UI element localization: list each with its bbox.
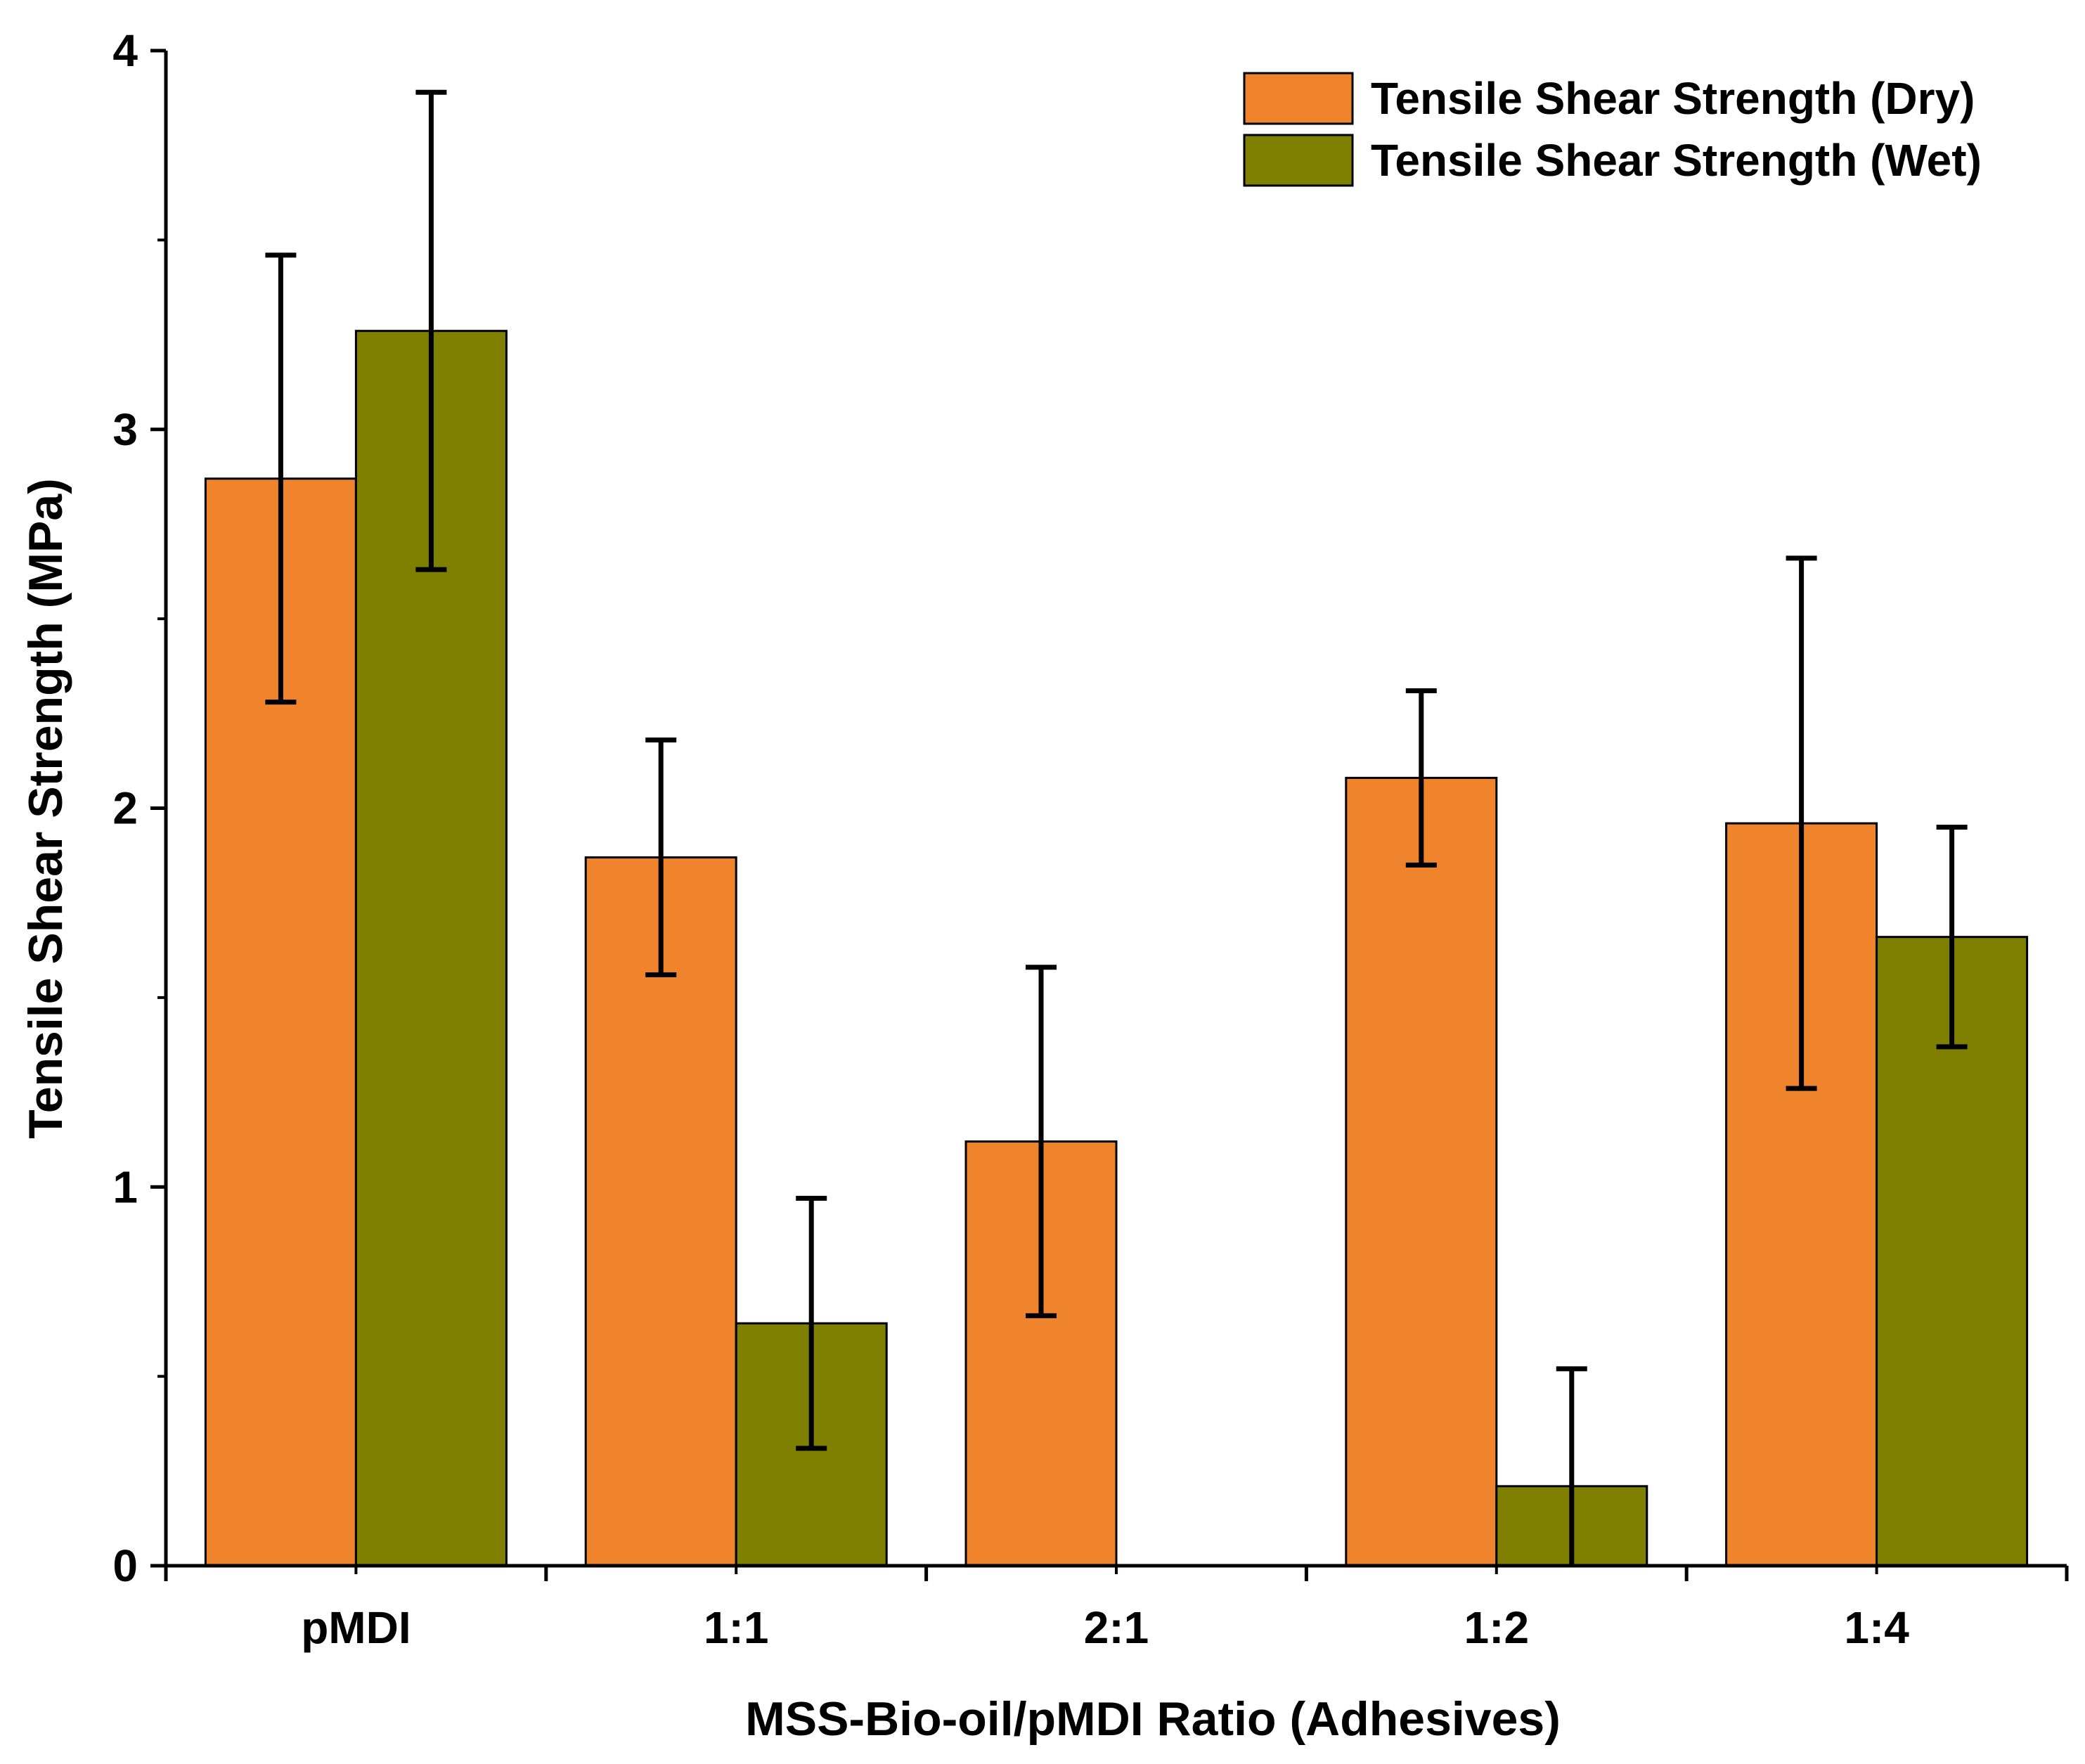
x-tick-label: pMDI: [301, 1602, 411, 1653]
x-tick-label: 1:1: [704, 1602, 769, 1653]
bar-dry-1:2: [1345, 776, 1498, 1567]
x-axis-title: MSS-Bio-oil/pMDI Ratio (Adhesives): [745, 1692, 1561, 1746]
error-bar-dry-1:2: [1405, 688, 1437, 868]
y-tick-label: 1: [112, 1161, 138, 1212]
x-tick-label: 1:2: [1464, 1602, 1530, 1653]
y-tick-label: 0: [112, 1540, 138, 1591]
error-bar-dry-2:1: [1026, 965, 1057, 1318]
legend-swatch-wet: [1243, 134, 1354, 187]
y-axis-title: Tensile Shear Strength (MPa): [19, 478, 72, 1139]
x-tick-label: 2:1: [1084, 1602, 1149, 1653]
error-bar-wet-pMDI: [415, 89, 447, 572]
y-tick-label: 4: [112, 25, 138, 76]
legend: Tensile Shear Strength (Dry) Tensile She…: [1243, 72, 1982, 187]
error-bar-wet-1:1: [796, 1195, 827, 1451]
error-bar-wet-1:2: [1556, 1366, 1587, 1566]
error-bar-dry-1:1: [645, 738, 677, 978]
error-bar-wet-1:4: [1936, 824, 1968, 1050]
error-bar-dry-pMDI: [265, 252, 297, 705]
error-bars-layer: [265, 89, 1968, 1566]
legend-label-dry: Tensile Shear Strength (Dry): [1371, 73, 1975, 124]
y-tick-label: 2: [112, 783, 138, 834]
y-tick-label: 3: [112, 404, 138, 455]
ticks-layer: 0 1 2 3 4 pMDI 1:1 2:1 1:2 1:4: [112, 25, 2069, 1653]
legend-label-wet: Tensile Shear Strength (Wet): [1371, 135, 1982, 186]
bars-layer: [204, 330, 2029, 1567]
error-bar-dry-1:4: [1786, 555, 1817, 1091]
legend-swatch-dry: [1243, 72, 1354, 125]
x-tick-label: 1:4: [1844, 1602, 1909, 1653]
